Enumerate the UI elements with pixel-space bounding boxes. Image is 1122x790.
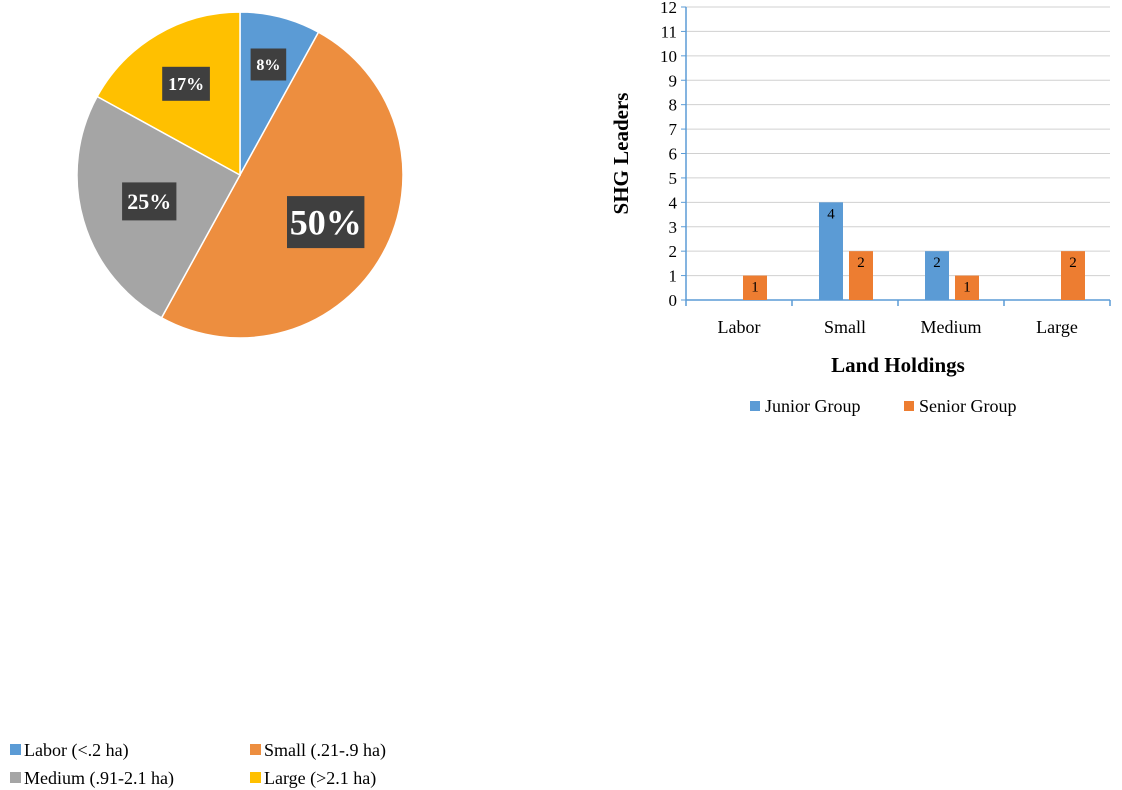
- y-tick-label: 10: [660, 47, 677, 66]
- bar-data-label-senior-group-labor: 1: [751, 280, 759, 296]
- pie-legend-item-large: Large (>2.1 ha): [250, 766, 376, 790]
- pie-legend-item-small: Small (.21-.9 ha): [250, 738, 386, 762]
- pie-legend-swatch-medium: [10, 772, 21, 783]
- pie-legend-swatch-labor: [10, 744, 21, 755]
- pie-legend-label-small: Small (.21-.9 ha): [264, 740, 386, 760]
- bar-data-label-junior-group-medium: 2: [933, 255, 941, 271]
- pie-data-label-text: 17%: [168, 74, 204, 94]
- bar-data-label-senior-group-large: 2: [1069, 255, 1077, 271]
- pie-data-label-small: 50%: [287, 196, 365, 249]
- pie-data-label-box: [162, 66, 210, 101]
- pie-data-label-medium: 25%: [122, 182, 177, 221]
- bar-legend-label-junior-group: Junior Group: [765, 396, 861, 416]
- bar-junior-group-medium: [925, 251, 949, 300]
- x-tick-label-medium: Medium: [921, 317, 982, 337]
- y-tick-label: 5: [669, 169, 678, 188]
- pie-data-label-box: [250, 48, 287, 81]
- x-tick-label-labor: Labor: [718, 317, 761, 337]
- bar-senior-group-labor: [743, 275, 767, 300]
- bar-data-label-senior-group-medium: 1: [963, 280, 971, 296]
- y-tick-label: 0: [669, 291, 678, 310]
- pie-slice-small: [160, 31, 404, 339]
- bar-legend-swatch-senior-group: [904, 401, 914, 411]
- pie-legend-item-medium: Medium (.91-2.1 ha): [10, 766, 174, 790]
- x-tick-label-large: Large: [1036, 317, 1078, 337]
- bar-chart: 0123456789101112Labor1Small42Medium21Lar…: [609, 0, 1111, 416]
- pie-chart-panel: 8% 50% 25% 17% Labor (<.2 ha) Small (.21-.9…: [0, 0, 560, 788]
- pie-data-label-box: [287, 196, 365, 249]
- bar-data-label-junior-group-small: 4: [827, 206, 835, 222]
- y-axis-title: SHG Leaders: [609, 93, 633, 215]
- pie-data-label-box: [122, 182, 177, 221]
- bar-junior-group-small: [819, 202, 843, 300]
- y-tick-label: 12: [660, 0, 677, 17]
- y-tick-label: 7: [669, 120, 678, 139]
- pie-data-label-labor: 8%: [250, 48, 287, 81]
- pie-data-label-text: 50%: [290, 203, 362, 243]
- pie-legend-label-labor: Labor (<.2 ha): [24, 740, 129, 760]
- pie-legend-swatch-large: [250, 772, 261, 783]
- bar-senior-group-small: [849, 251, 873, 300]
- pie-legend-label-medium: Medium (.91-2.1 ha): [24, 768, 174, 788]
- bar-data-label-senior-group-small: 2: [857, 255, 865, 271]
- y-tick-label: 6: [669, 145, 678, 164]
- y-tick-label: 4: [669, 193, 678, 212]
- y-tick-label: 11: [661, 22, 677, 41]
- y-tick-label: 1: [669, 267, 678, 286]
- pie-legend-label-large: Large (>2.1 ha): [264, 768, 377, 788]
- bar-senior-group-medium: [955, 275, 979, 300]
- pie-legend-swatch-small: [250, 744, 261, 755]
- pie-data-label-text: 8%: [256, 57, 280, 74]
- pie-data-label-text: 25%: [127, 189, 171, 214]
- x-axis-title: Land Holdings: [831, 353, 965, 377]
- y-tick-label: 8: [669, 96, 678, 115]
- y-tick-label: 2: [669, 242, 678, 261]
- y-tick-label: 9: [669, 71, 678, 90]
- y-tick-label: 3: [669, 218, 678, 237]
- bar-chart-panel: 0 1 2 3 4 5 6 7 8 9 10 11 12 Labor 1 Small 4 2 Medium 2 1 Lar…: [560, 0, 1122, 424]
- pie-chart: 8% 50% 25% 17%: [76, 11, 404, 339]
- bar-legend-label-senior-group: Senior Group: [919, 396, 1017, 416]
- bar-senior-group-large: [1061, 251, 1085, 300]
- bar-legend: Junior Group Senior Group: [750, 396, 1017, 416]
- pie-data-label-large: 17%: [162, 66, 210, 101]
- pie-legend-item-labor: Labor (<.2 ha): [10, 738, 129, 762]
- x-tick-label-small: Small: [824, 317, 866, 337]
- bar-legend-swatch-junior-group: [750, 401, 760, 411]
